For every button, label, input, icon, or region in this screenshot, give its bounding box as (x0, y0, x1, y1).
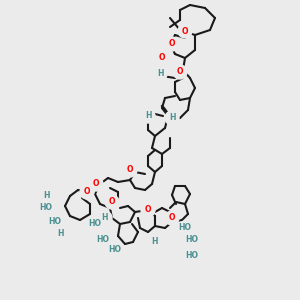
Text: HO: HO (109, 245, 122, 254)
Text: H: H (152, 238, 158, 247)
Text: H: H (145, 112, 151, 121)
Text: O: O (169, 40, 175, 49)
Text: O: O (169, 214, 175, 223)
Circle shape (96, 233, 110, 247)
Circle shape (185, 233, 199, 247)
Text: H: H (157, 70, 163, 79)
Text: O: O (127, 166, 133, 175)
Text: O: O (177, 68, 183, 76)
Circle shape (173, 65, 187, 79)
Text: HO: HO (49, 218, 62, 226)
Circle shape (141, 109, 155, 123)
Text: H: H (169, 113, 175, 122)
Text: O: O (84, 188, 90, 196)
Circle shape (178, 221, 192, 235)
Text: O: O (93, 179, 99, 188)
Circle shape (155, 51, 169, 65)
Circle shape (165, 37, 179, 51)
Circle shape (88, 217, 102, 231)
Circle shape (98, 211, 112, 225)
Circle shape (165, 211, 179, 225)
Text: H: H (57, 230, 63, 238)
Text: HO: HO (40, 203, 52, 212)
Text: HO: HO (185, 250, 199, 260)
Circle shape (148, 235, 162, 249)
Circle shape (185, 248, 199, 262)
Text: O: O (159, 53, 165, 62)
Text: O: O (145, 206, 151, 214)
Circle shape (89, 177, 103, 191)
Text: HO: HO (185, 236, 199, 244)
Circle shape (165, 111, 179, 125)
Circle shape (48, 215, 62, 229)
Circle shape (178, 24, 192, 38)
Text: HO: HO (97, 236, 110, 244)
Circle shape (108, 243, 122, 257)
Text: O: O (109, 197, 115, 206)
Text: H: H (102, 214, 108, 223)
Circle shape (153, 67, 167, 81)
Text: HO: HO (88, 220, 101, 229)
Circle shape (39, 189, 53, 203)
Circle shape (39, 201, 53, 215)
Text: O: O (182, 26, 188, 35)
Circle shape (123, 163, 137, 177)
Text: H: H (43, 191, 49, 200)
Circle shape (105, 195, 119, 209)
Circle shape (53, 227, 67, 241)
Circle shape (80, 185, 94, 199)
Circle shape (141, 203, 155, 217)
Text: HO: HO (178, 224, 191, 232)
